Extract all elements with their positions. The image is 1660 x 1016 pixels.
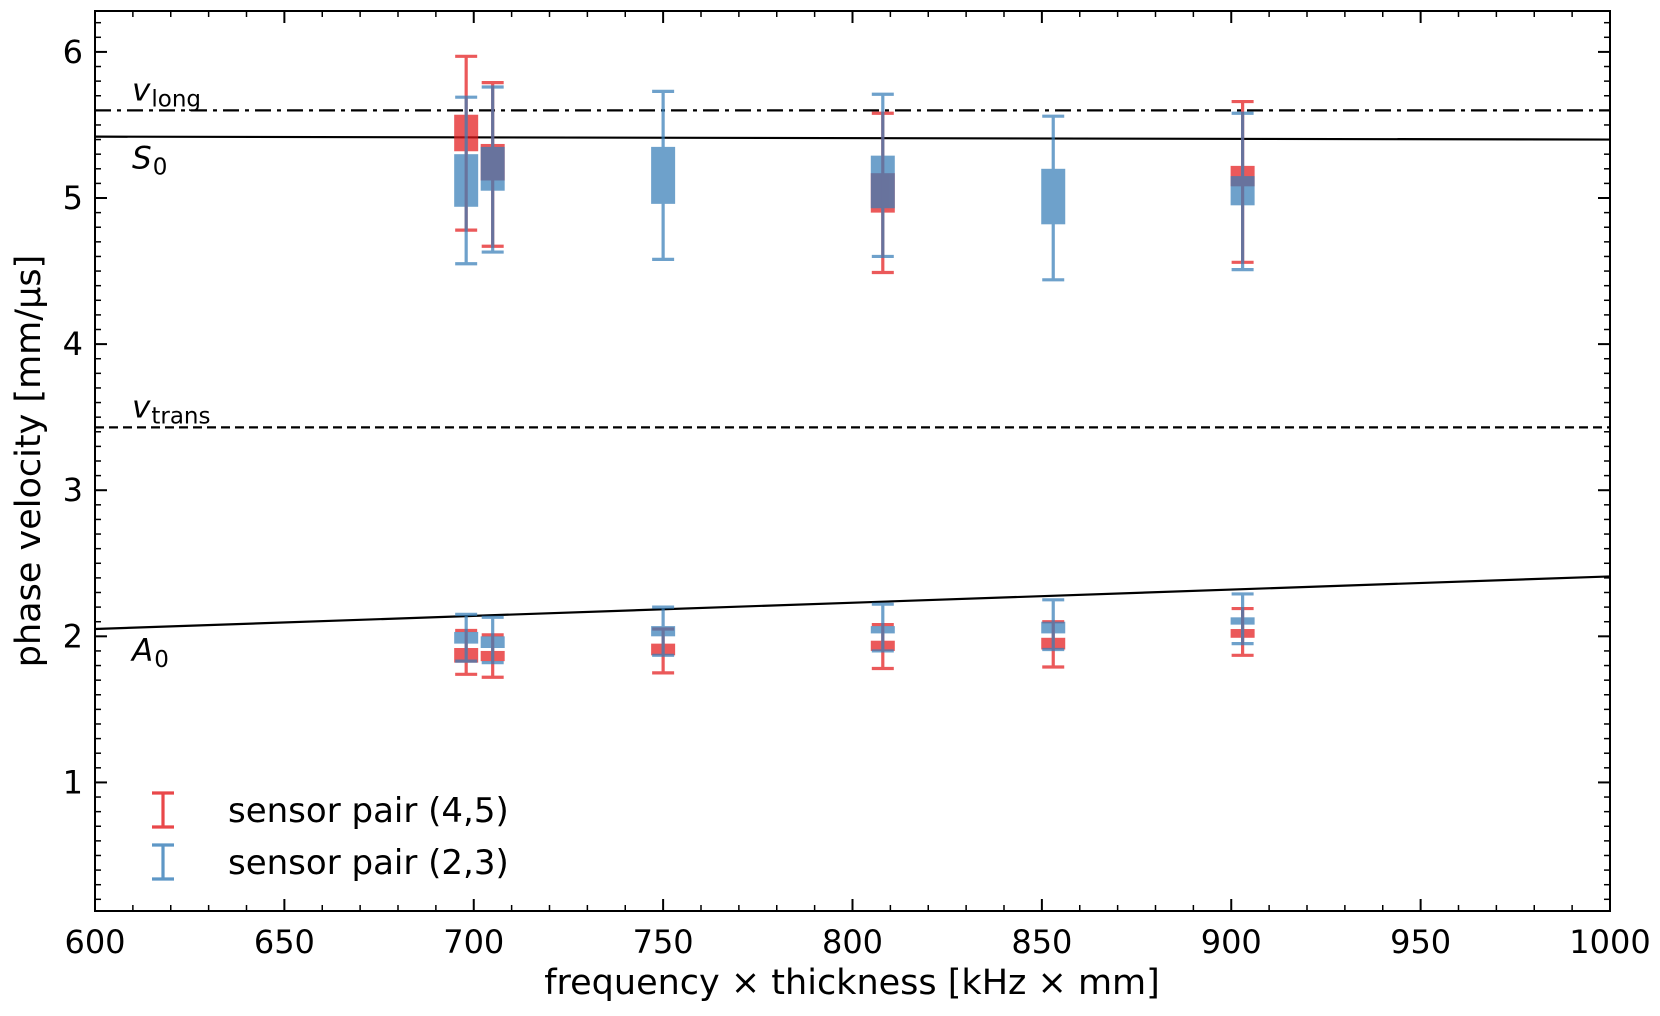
y-tick-label: 2 (63, 617, 83, 655)
legend-label: sensor pair (2,3) (228, 843, 509, 883)
legend-label: sensor pair (4,5) (228, 791, 509, 831)
reference-label-S0: S0 (132, 141, 167, 181)
reference-label-main: v (132, 389, 151, 425)
reference-label-subscript: 0 (153, 155, 168, 181)
x-tick-label: 750 (633, 923, 694, 961)
x-tick-label: 600 (64, 923, 125, 961)
plot-background (95, 11, 1610, 911)
data-point-pair-2-3 (1041, 114, 1066, 282)
data-point-pair-2-3 (651, 605, 676, 657)
data-point-pair-2-3 (1230, 592, 1255, 646)
data-point-pair-2-3 (480, 85, 505, 254)
data-point-pair-2-3 (1230, 111, 1255, 272)
x-tick-label: 650 (254, 923, 315, 961)
reference-label-main: S (132, 141, 152, 177)
x-tick-label: 700 (443, 923, 504, 961)
data-point-pair-2-3 (454, 95, 479, 266)
data-point-pair-2-3 (651, 89, 676, 261)
x-tick-label: 950 (1390, 923, 1451, 961)
x-tick-label: 850 (1011, 923, 1072, 961)
reference-line-A0 (94, 575, 1611, 631)
x-tick-label: 900 (1201, 923, 1262, 961)
y-tick-label: 6 (63, 33, 83, 71)
y-tick-label: 3 (63, 471, 83, 509)
y-tick-labels: 1 2 3 4 5 6 (63, 33, 83, 802)
reference-label-subscript: 0 (154, 647, 169, 673)
legend-marker-pair-4-5 (152, 791, 174, 829)
reference-label-vtrans: vtrans (132, 389, 211, 429)
data-point-pair-2-3 (480, 615, 505, 665)
x-tick-label: 800 (822, 923, 883, 961)
data-point-pair-2-3 (870, 92, 895, 259)
reference-label-subscript: trans (151, 403, 210, 429)
y-tick-label: 5 (63, 179, 83, 217)
reference-label-main: A (130, 633, 153, 669)
data-point-pair-2-3 (870, 602, 895, 653)
reference-label-A0: A0 (130, 633, 169, 673)
reference-line-S0 (94, 135, 1611, 141)
data-marks (454, 54, 1255, 679)
reference-label-subscript: long (151, 86, 201, 112)
data-point-pair-2-3 (1041, 598, 1066, 652)
x-axis-label: frequency × thickness [kHz × mm] (544, 963, 1160, 1003)
reference-lines (94, 109, 1611, 631)
reference-label-vlong: vlong (132, 72, 201, 112)
reference-label-main: v (132, 72, 151, 108)
legend: sensor pair (4,5) sensor pair (2,3) (152, 791, 509, 883)
x-tick-labels: 600 650 700 750 800 850 900 950 1000 (64, 923, 1650, 961)
x-tick-label: 1000 (1569, 923, 1650, 961)
data-point-pair-2-3 (454, 612, 479, 663)
y-axis-label: phase velocity [mm/μs] (9, 255, 49, 667)
plot-frame (94, 10, 1611, 912)
y-tick-label: 1 (63, 763, 83, 801)
y-tick-label: 4 (63, 325, 83, 363)
legend-marker-pair-2-3 (152, 843, 174, 881)
